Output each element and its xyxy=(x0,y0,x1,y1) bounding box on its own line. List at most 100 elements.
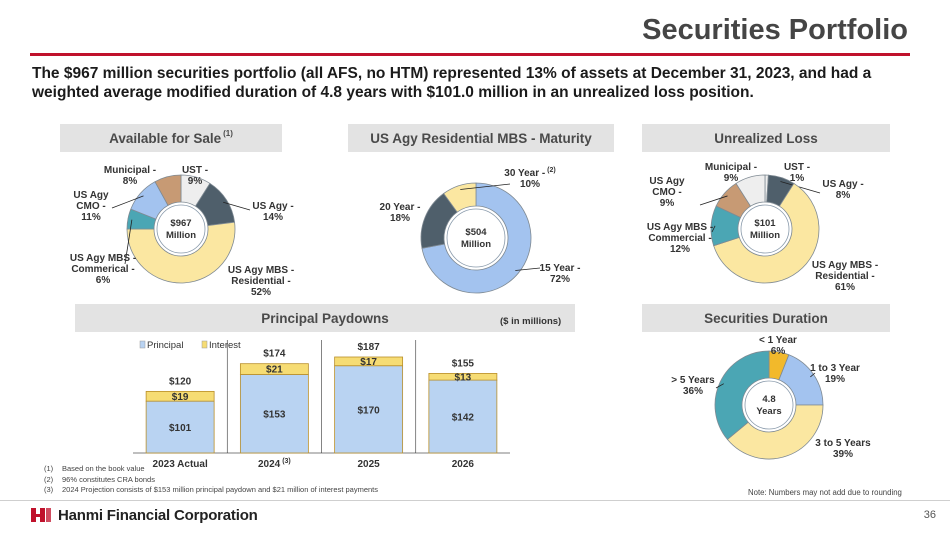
afs-leader-4 xyxy=(111,195,144,209)
mbs-slice-0 xyxy=(421,182,532,294)
company-logo: Hanmi Financial Corporation xyxy=(30,506,258,524)
afs-label-3-1: Commerical - xyxy=(71,264,134,275)
mbs-center-value: $504 xyxy=(465,227,487,238)
footnote-1: (1) Based on the book value xyxy=(44,464,145,473)
legend-swatch-principal xyxy=(139,340,146,349)
paydown-bar-label-principal-2: $170 xyxy=(358,405,381,416)
paydown-bar-principal-3 xyxy=(428,379,498,454)
loss-label-4-1: CMO - xyxy=(652,187,681,198)
loss-center-value: $101 xyxy=(754,218,776,229)
dur-label-3-1: 36% xyxy=(683,386,703,397)
afs-center xyxy=(156,204,206,254)
afs-label-2-0: US Agy MBS - xyxy=(228,265,294,276)
legend-label-interest: Interest xyxy=(209,340,241,351)
afs-label-4-1: CMO - xyxy=(76,201,105,212)
afs-label-0-0: UST - xyxy=(182,165,208,176)
page-number: 36 xyxy=(923,509,936,521)
paydown-bar-label-principal-3: $142 xyxy=(452,413,475,424)
footer-divider xyxy=(0,500,950,501)
loss-label-5-0: Municipal - xyxy=(705,162,757,173)
loss-label-2-0: US Agy MBS - xyxy=(812,260,878,271)
paydown-bar-principal-2 xyxy=(334,365,404,454)
mbs-label-1-0: 20 Year - xyxy=(380,202,421,213)
loss-slice-5 xyxy=(735,174,766,207)
loss-label-1-1: 8% xyxy=(836,190,851,201)
afs-label-3-0: US Agy MBS - xyxy=(70,253,136,264)
dur-slice-2 xyxy=(726,404,824,460)
mbs-leader-2 xyxy=(460,183,511,190)
mbs-center-unit: Million xyxy=(461,239,491,250)
dur-label-0-1: 6% xyxy=(771,346,786,357)
loss-panel-title: Unrealized Loss xyxy=(642,124,890,152)
loss-label-3-0: US Agy MBS - xyxy=(647,222,713,233)
paydown-category-0: 2023 Actual xyxy=(153,459,208,470)
loss-leader-3 xyxy=(711,225,716,233)
dur-label-1-0: 1 to 3 Year xyxy=(810,363,860,374)
afs-leader-1 xyxy=(223,201,251,211)
loss-leader-1 xyxy=(780,181,821,194)
loss-center xyxy=(740,204,790,254)
paydown-total-3: $155 xyxy=(452,358,475,369)
loss-leader-4 xyxy=(699,195,728,206)
paydown-bar-interest-3 xyxy=(428,373,498,381)
paydown-bar-label-interest-3: $13 xyxy=(455,372,472,383)
paydown-units: ($ in millions) xyxy=(500,316,562,327)
paydown-bar-label-interest-2: $17 xyxy=(360,357,377,368)
dur-center-unit: Years xyxy=(756,406,781,417)
summary-text: The $967 million securities portfolio (a… xyxy=(32,65,872,101)
afs-label-2-1: Residential - xyxy=(231,276,290,287)
paydown-bar-interest-2 xyxy=(334,356,404,367)
loss-label-4-0: US Agy xyxy=(649,176,685,187)
footnote-2: (2) 96% constitutes CRA bonds xyxy=(44,474,155,484)
dur-center xyxy=(744,380,794,430)
loss-label-2-1: Residential - xyxy=(815,271,874,282)
paydown-total-1: $174 xyxy=(263,349,286,360)
loss-center-unit: Million xyxy=(750,230,780,241)
paydown-total-0: $120 xyxy=(169,376,192,387)
paydown-bar-label-principal-0: $101 xyxy=(169,423,192,434)
mbs-label-0-0: 15 Year - xyxy=(540,263,581,274)
afs-label-5-1: 8% xyxy=(123,176,138,187)
page-title: Securities Portfolio xyxy=(642,14,908,46)
paydown-bar-interest-0 xyxy=(145,390,215,402)
afs-label-5-0: Municipal - xyxy=(104,165,156,176)
title-divider xyxy=(30,53,910,56)
dur-leader-1 xyxy=(810,372,816,378)
loss-label-3-2: 12% xyxy=(670,244,690,255)
rounding-note: Note: Numbers may not add due to roundin… xyxy=(748,488,902,497)
dur-leader-3 xyxy=(715,383,724,389)
loss-label-5-1: 9% xyxy=(724,173,739,184)
afs-slice-5 xyxy=(154,174,182,206)
loss-label-0-0: UST - xyxy=(784,162,810,173)
dur-label-0-0: < 1 Year xyxy=(759,335,797,346)
paydown-category-2: 2025 xyxy=(358,459,381,470)
afs-label-1-1: 14% xyxy=(263,212,283,223)
paydown-bar-interest-1 xyxy=(239,363,309,375)
afs-label-4-2: 11% xyxy=(81,212,101,223)
dur-label-2-1: 39% xyxy=(833,449,853,460)
mbs-label-0-1: 72% xyxy=(550,274,570,285)
paydown-bar-label-principal-1: $153 xyxy=(263,410,286,421)
afs-center-value: $967 xyxy=(170,218,191,229)
loss-slice-2 xyxy=(713,182,820,284)
loss-label-3-1: Commercial - xyxy=(648,233,711,244)
mbs-leader-0 xyxy=(515,267,541,271)
footnotes: (1) Based on the book value (2) 96% consti… xyxy=(44,464,378,496)
loss-label-1-0: US Agy - xyxy=(822,179,863,190)
loss-label-0-1: 1% xyxy=(790,173,805,184)
legend-swatch-interest xyxy=(201,340,208,349)
afs-label-1-0: US Agy - xyxy=(252,201,293,212)
legend-label-principal: Principal xyxy=(147,340,183,351)
afs-label-4-0: US Agy xyxy=(73,190,109,201)
dur-label-1-1: 19% xyxy=(825,374,845,385)
paydown-bar-label-interest-0: $19 xyxy=(172,392,189,403)
dur-label-2-0: 3 to 5 Years xyxy=(815,438,871,449)
paydown-bar-label-interest-1: $21 xyxy=(266,365,283,376)
paydown-bar-principal-1 xyxy=(239,374,309,454)
mbs-slice-2 xyxy=(443,182,477,213)
hanmi-logo-icon xyxy=(31,508,51,522)
afs-label-3-2: 6% xyxy=(96,275,111,286)
dur-center-value: 4.8 xyxy=(762,394,775,405)
loss-label-2-2: 61% xyxy=(835,282,855,293)
